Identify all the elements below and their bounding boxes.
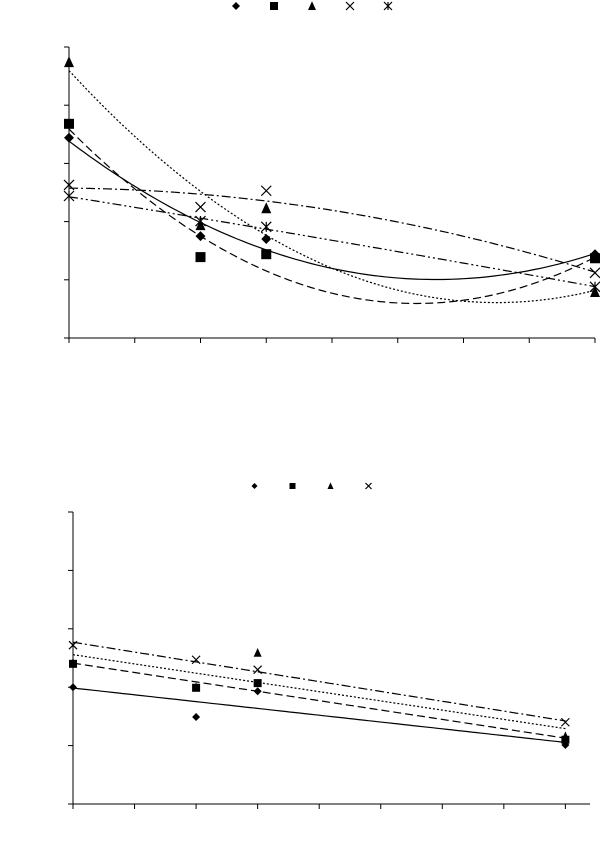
- marker-shape: [308, 1, 316, 11]
- trend-line: [72, 662, 566, 739]
- data-point: [69, 683, 77, 692]
- marker-shape: [260, 185, 272, 197]
- data-point: [64, 132, 74, 143]
- data-point: [261, 234, 272, 245]
- data-point: [253, 679, 262, 688]
- trend-line: [68, 128, 596, 305]
- legend-marker: [327, 482, 334, 489]
- marker-shape: [253, 679, 262, 688]
- data-point: [195, 215, 206, 227]
- data-point: [68, 640, 78, 650]
- marker-shape: [253, 647, 262, 657]
- marker-shape: [64, 118, 74, 129]
- marker-shape: [192, 682, 201, 692]
- marker-shape: [253, 665, 263, 675]
- data-point: [195, 201, 206, 213]
- marker-shape: [195, 252, 206, 263]
- trend-line: [72, 654, 566, 730]
- data-point: [64, 56, 74, 68]
- marker-shape: [560, 717, 570, 727]
- data-point: [260, 221, 272, 233]
- data-point: [63, 190, 75, 202]
- data-point: [560, 717, 570, 727]
- marker-shape: [561, 731, 570, 741]
- marker-shape: [195, 201, 206, 213]
- marker-shape: [251, 483, 258, 489]
- marker-shape: [261, 249, 272, 260]
- data-point: [589, 281, 600, 293]
- legend-marker: [345, 1, 355, 11]
- data-point: [64, 118, 74, 129]
- marker-shape: [192, 712, 201, 721]
- marker-shape: [590, 253, 600, 264]
- data-point: [561, 731, 570, 741]
- legend-marker: [383, 1, 393, 11]
- marker-shape: [64, 132, 74, 143]
- data-point: [69, 657, 77, 667]
- legend-marker: [270, 2, 278, 10]
- marker-shape: [289, 483, 296, 489]
- marker-shape: [261, 202, 272, 214]
- marker-shape: [69, 683, 77, 692]
- legend-marker: [365, 482, 372, 490]
- trend-line: [68, 187, 596, 273]
- marker-shape: [589, 267, 600, 279]
- marker-shape: [63, 179, 75, 191]
- data-point: [191, 655, 201, 665]
- data-point: [261, 249, 272, 260]
- marker-shape: [232, 2, 240, 10]
- marker-shape: [327, 482, 334, 489]
- data-point: [253, 647, 262, 657]
- data-point: [195, 252, 206, 263]
- data-point: [63, 179, 75, 191]
- marker-shape: [270, 2, 278, 10]
- marker-shape: [345, 1, 355, 11]
- legend-marker: [289, 483, 296, 489]
- data-point: [589, 267, 600, 279]
- trend-line: [72, 641, 566, 722]
- marker-shape: [191, 655, 201, 665]
- marker-shape: [64, 56, 74, 68]
- marker-shape: [261, 234, 272, 245]
- data-point: [253, 665, 263, 675]
- marker-shape: [365, 482, 372, 490]
- marker-shape: [69, 657, 77, 667]
- data-point: [260, 185, 272, 197]
- legend-marker: [232, 2, 240, 10]
- trend-line: [68, 140, 596, 281]
- marker-shape: [68, 640, 78, 650]
- trend-line: [72, 687, 566, 743]
- data-point: [192, 682, 201, 692]
- data-point: [261, 202, 272, 214]
- legend-marker: [251, 483, 258, 489]
- data-point: [192, 712, 201, 721]
- trend-line: [68, 196, 596, 288]
- legend-marker: [308, 1, 316, 11]
- data-point: [590, 253, 600, 264]
